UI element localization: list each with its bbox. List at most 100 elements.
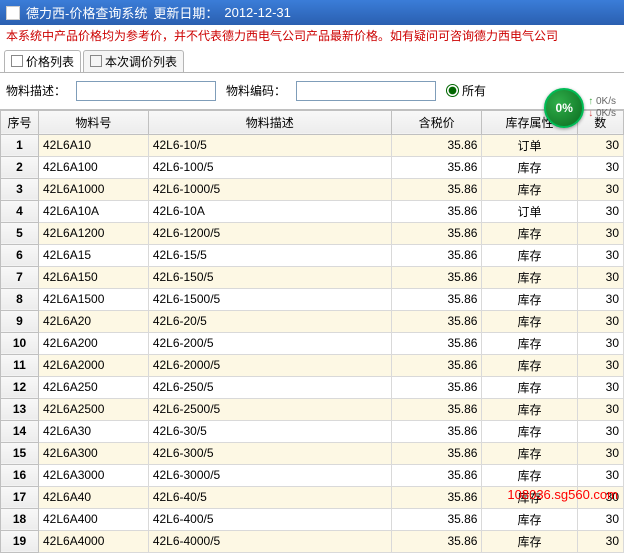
cell-desc: 42L6-2500/5 <box>148 398 391 420</box>
cell-seq: 6 <box>1 244 39 266</box>
cell-attr: 库存 <box>482 244 577 266</box>
cell-seq: 17 <box>1 486 39 508</box>
notice-text: 本系统中产品价格均为参考价，并不代表德力西电气公司产品最新价格。如有疑问可咨询德… <box>0 25 624 48</box>
cell-attr: 库存 <box>482 266 577 288</box>
cell-qty: 30 <box>577 332 624 354</box>
cell-price: 35.86 <box>391 486 482 508</box>
table-row[interactable]: 1142L6A200042L6-2000/535.86库存30 <box>1 354 624 376</box>
tab-adjust-list[interactable]: 本次调价列表 <box>83 50 184 72</box>
tab-label: 本次调价列表 <box>105 53 177 70</box>
all-radio-wrap[interactable]: 所有 <box>446 82 486 99</box>
table-row[interactable]: 1642L6A300042L6-3000/535.86库存30 <box>1 464 624 486</box>
all-radio[interactable] <box>446 84 459 97</box>
cell-code: 42L6A20 <box>39 310 149 332</box>
cell-attr: 库存 <box>482 442 577 464</box>
cell-attr: 库存 <box>482 288 577 310</box>
cell-seq: 4 <box>1 200 39 222</box>
code-input[interactable] <box>296 81 436 101</box>
cell-attr: 库存 <box>482 376 577 398</box>
table-row[interactable]: 1342L6A250042L6-2500/535.86库存30 <box>1 398 624 420</box>
table-row[interactable]: 1742L6A4042L6-40/535.86库存30 <box>1 486 624 508</box>
cell-qty: 30 <box>577 398 624 420</box>
cell-desc: 42L6-250/5 <box>148 376 391 398</box>
app-icon <box>6 6 20 20</box>
col-code[interactable]: 物料号 <box>39 110 149 134</box>
cell-attr: 库存 <box>482 464 577 486</box>
cell-seq: 5 <box>1 222 39 244</box>
table-row[interactable]: 1542L6A30042L6-300/535.86库存30 <box>1 442 624 464</box>
cell-price: 35.86 <box>391 530 482 552</box>
col-seq[interactable]: 序号 <box>1 110 39 134</box>
col-desc[interactable]: 物料描述 <box>148 110 391 134</box>
cell-qty: 30 <box>577 464 624 486</box>
cell-desc: 42L6-300/5 <box>148 442 391 464</box>
update-label: 更新日期： <box>153 3 218 22</box>
cell-desc: 42L6-15/5 <box>148 244 391 266</box>
cell-attr: 库存 <box>482 332 577 354</box>
cell-price: 35.86 <box>391 134 482 156</box>
title-bar: 德力西-价格查询系统 更新日期： 2012-12-31 <box>0 0 624 25</box>
cell-price: 35.86 <box>391 310 482 332</box>
tab-bar: 价格列表 本次调价列表 <box>0 48 624 73</box>
table-row[interactable]: 442L6A10A42L6-10A35.86订单30 <box>1 200 624 222</box>
cell-code: 42L6A4000 <box>39 530 149 552</box>
cell-desc: 42L6-2000/5 <box>148 354 391 376</box>
cell-attr: 库存 <box>482 354 577 376</box>
cell-qty: 30 <box>577 376 624 398</box>
cell-seq: 14 <box>1 420 39 442</box>
tab-price-list[interactable]: 价格列表 <box>4 50 81 72</box>
cell-qty: 30 <box>577 310 624 332</box>
cell-desc: 42L6-400/5 <box>148 508 391 530</box>
cell-desc: 42L6-4000/5 <box>148 530 391 552</box>
cell-attr: 库存 <box>482 486 577 508</box>
table-row[interactable]: 142L6A1042L6-10/535.86订单30 <box>1 134 624 156</box>
header-row: 序号 物料号 物料描述 含税价 库存属性 数 <box>1 110 624 134</box>
cell-desc: 42L6-100/5 <box>148 156 391 178</box>
table-row[interactable]: 1242L6A25042L6-250/535.86库存30 <box>1 376 624 398</box>
cell-qty: 30 <box>577 508 624 530</box>
table-row[interactable]: 1842L6A40042L6-400/535.86库存30 <box>1 508 624 530</box>
cell-seq: 11 <box>1 354 39 376</box>
code-label: 物料编码： <box>226 82 286 99</box>
cell-desc: 42L6-10/5 <box>148 134 391 156</box>
col-price[interactable]: 含税价 <box>391 110 482 134</box>
table-row[interactable]: 842L6A150042L6-1500/535.86库存30 <box>1 288 624 310</box>
cell-attr: 库存 <box>482 530 577 552</box>
cell-price: 35.86 <box>391 508 482 530</box>
cell-qty: 30 <box>577 200 624 222</box>
cell-code: 42L6A1200 <box>39 222 149 244</box>
cell-seq: 12 <box>1 376 39 398</box>
table-row[interactable]: 1442L6A3042L6-30/535.86库存30 <box>1 420 624 442</box>
cell-seq: 18 <box>1 508 39 530</box>
cell-seq: 9 <box>1 310 39 332</box>
cell-seq: 1 <box>1 134 39 156</box>
cell-code: 42L6A15 <box>39 244 149 266</box>
table-row[interactable]: 242L6A10042L6-100/535.86库存30 <box>1 156 624 178</box>
table-row[interactable]: 542L6A120042L6-1200/535.86库存30 <box>1 222 624 244</box>
cell-code: 42L6A2500 <box>39 398 149 420</box>
all-label: 所有 <box>462 82 486 99</box>
desc-input[interactable] <box>76 81 216 101</box>
cell-desc: 42L6-1200/5 <box>148 222 391 244</box>
cell-code: 42L6A400 <box>39 508 149 530</box>
cell-seq: 8 <box>1 288 39 310</box>
cell-attr: 库存 <box>482 398 577 420</box>
cell-attr: 库存 <box>482 508 577 530</box>
table-row[interactable]: 642L6A1542L6-15/535.86库存30 <box>1 244 624 266</box>
table-row[interactable]: 1942L6A400042L6-4000/535.86库存30 <box>1 530 624 552</box>
table-row[interactable]: 1042L6A20042L6-200/535.86库存30 <box>1 332 624 354</box>
table-row[interactable]: 342L6A100042L6-1000/535.86库存30 <box>1 178 624 200</box>
table-row[interactable]: 742L6A15042L6-150/535.86库存30 <box>1 266 624 288</box>
cell-attr: 库存 <box>482 178 577 200</box>
cell-attr: 订单 <box>482 134 577 156</box>
download-speed: 0K/s <box>588 108 616 120</box>
cell-desc: 42L6-40/5 <box>148 486 391 508</box>
cell-qty: 30 <box>577 442 624 464</box>
cell-price: 35.86 <box>391 376 482 398</box>
cell-code: 42L6A1500 <box>39 288 149 310</box>
cell-code: 42L6A200 <box>39 332 149 354</box>
cell-qty: 30 <box>577 486 624 508</box>
cell-qty: 30 <box>577 420 624 442</box>
cell-seq: 3 <box>1 178 39 200</box>
table-row[interactable]: 942L6A2042L6-20/535.86库存30 <box>1 310 624 332</box>
